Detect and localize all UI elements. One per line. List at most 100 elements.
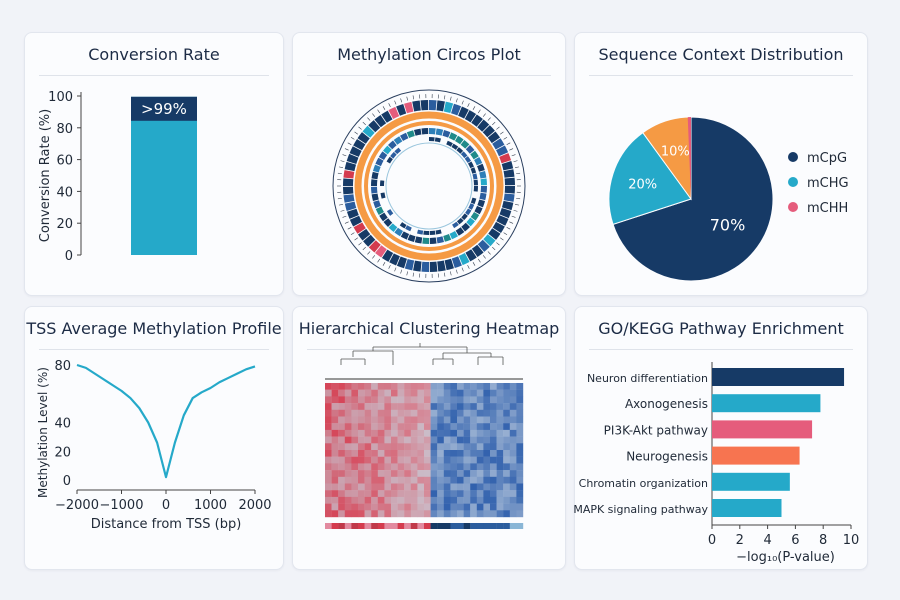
heatmap-cell	[417, 416, 425, 424]
heatmap-cell	[483, 409, 491, 417]
heatmap-cell	[417, 456, 425, 464]
heatmap-cell	[377, 396, 385, 404]
heatmap-cell	[503, 463, 510, 471]
heatmap-cell	[410, 396, 418, 404]
heatmap-cell	[397, 470, 405, 477]
heatmap-cell	[358, 403, 365, 410]
circos-heat-segment	[504, 177, 515, 186]
circos-inner-segment	[380, 192, 386, 199]
circos-tick	[472, 262, 476, 266]
pathway-label: Chromatin organization	[579, 477, 708, 490]
circos-heat-segment	[429, 100, 437, 111]
heatmap-cell	[417, 429, 425, 437]
circos-inner-segment	[468, 203, 475, 210]
heatmap-cell	[397, 483, 405, 491]
heatmap-cell	[490, 436, 497, 444]
circos-heat-segment	[404, 258, 415, 271]
heatmap-cell	[338, 409, 345, 417]
heatmap-cell	[450, 470, 458, 477]
circos-heat-segment	[357, 228, 371, 241]
circos-inner-segment	[455, 227, 465, 236]
circos-heat-segment	[451, 256, 462, 269]
heatmap-cell	[490, 389, 497, 397]
heatmap-cell	[450, 483, 458, 491]
heatmap-cell	[338, 443, 345, 451]
heatmap-cell	[397, 456, 405, 464]
bar	[131, 96, 197, 255]
heatmap-cell	[516, 496, 524, 504]
circos-tick	[513, 209, 518, 212]
heatmap-cell	[463, 423, 471, 431]
heatmap-cell	[410, 429, 418, 437]
heatmap-cell	[364, 483, 372, 491]
heatmap-cell	[457, 443, 464, 451]
heatmap-cell	[384, 450, 392, 457]
heatmap-cell	[344, 456, 352, 464]
circos-tick	[503, 232, 508, 236]
heatmap-cell	[470, 450, 477, 457]
circos-inner-segment	[473, 186, 478, 192]
y-tick-label: 100	[48, 90, 73, 105]
heatmap-cell	[391, 429, 398, 437]
heatmap-cell	[496, 503, 504, 511]
circos-heat-segment	[413, 260, 422, 272]
circos-tick	[388, 103, 391, 108]
heatmap-cell	[325, 483, 332, 491]
heatmap-cell	[443, 443, 451, 451]
heatmap-cell	[325, 470, 332, 477]
circos-inner-segment	[400, 132, 409, 141]
heatmap-cell	[457, 490, 464, 498]
heatmap-cell	[503, 456, 510, 464]
heatmap-cell	[331, 476, 339, 484]
pathway-bar-chart: Neuron differentiation Axonogenesis PI3K-A…	[573, 362, 859, 565]
x-tick-label: 4	[763, 533, 771, 548]
circos-inner-segment	[472, 173, 478, 180]
heatmap-cell	[404, 429, 411, 437]
heatmap-cell	[338, 450, 345, 457]
heatmap-cell	[397, 436, 405, 444]
heatmap-cell	[430, 456, 438, 464]
y-axis-label: Methylation Level (%)	[36, 367, 50, 498]
heatmap-cell	[358, 423, 365, 431]
x-tick-label: 1000	[194, 498, 227, 513]
sequence-context-panel: Sequence Context Distribution 70% 20% 10% m…	[574, 32, 868, 296]
heatmap-cell	[344, 476, 352, 484]
panel-title: Sequence Context Distribution	[598, 45, 844, 64]
circos-orange-track-inner	[364, 121, 494, 251]
circos-tick	[406, 271, 409, 276]
circos-inner-segment	[386, 156, 393, 164]
circos-tick	[358, 126, 362, 130]
circos-heat-segment	[368, 240, 381, 253]
heatmap-cell	[437, 443, 444, 451]
circos-inner-segment	[456, 217, 464, 225]
heatmap-cell	[384, 490, 392, 498]
heatmap-cell	[325, 403, 332, 410]
annotation-cell	[457, 523, 464, 529]
heatmap-cell	[470, 510, 477, 518]
heatmap-cell	[331, 423, 339, 431]
heatmap-cell	[516, 396, 524, 404]
heatmap-cell	[490, 463, 497, 471]
legend-marker	[788, 202, 798, 212]
circos-inner-segment	[371, 171, 379, 180]
heatmap-cell	[430, 416, 438, 424]
heatmap-cell	[417, 443, 425, 451]
heatmap-cell	[490, 503, 497, 511]
pathway-label: MAPK signaling pathway	[573, 503, 708, 516]
heatmap-cell	[476, 450, 484, 457]
heatmap-cell	[503, 496, 510, 504]
heatmap-cell	[443, 450, 451, 457]
heatmap-cell	[509, 496, 517, 504]
circos-heat-segment	[346, 153, 359, 164]
heatmap-cell	[371, 463, 378, 471]
heatmap-cell	[443, 416, 451, 424]
heatmap-cell	[410, 443, 418, 451]
heatmap-cell	[417, 389, 425, 397]
heatmap-cell	[503, 416, 510, 424]
circos-tick	[354, 131, 358, 135]
heatmap-cell	[483, 443, 491, 451]
heatmap-cell	[470, 496, 477, 504]
circos-inner-segment	[442, 129, 451, 138]
circos-heat-segment	[464, 110, 477, 123]
heatmap-cell	[371, 456, 378, 464]
